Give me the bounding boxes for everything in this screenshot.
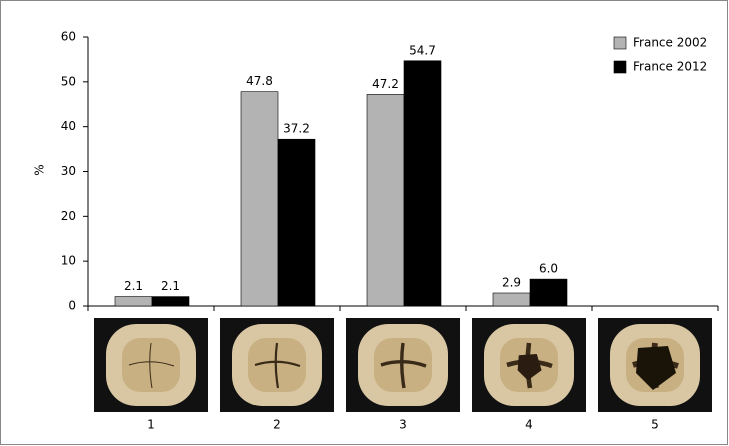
y-tick-label: 60: [61, 30, 76, 44]
y-tick-label: 40: [61, 119, 76, 133]
x-tick-label: 5: [651, 418, 659, 432]
value-label: 47.8: [246, 74, 273, 88]
y-tick-label: 10: [61, 254, 76, 268]
y-tick-label: 20: [61, 209, 76, 223]
x-tick-label: 2: [273, 418, 281, 432]
bar: [367, 94, 404, 306]
y-tick-label: 30: [61, 164, 76, 178]
value-label: 54.7: [409, 43, 436, 57]
legend-label: France 2012: [633, 60, 707, 74]
legend-swatch: [614, 61, 626, 73]
tooth-images: [94, 318, 712, 412]
value-label: 2.9: [502, 275, 521, 289]
y-tick-label: 0: [68, 299, 76, 313]
y-tick-label: 50: [61, 74, 76, 88]
bar: [493, 293, 530, 306]
value-label: 6.0: [539, 262, 558, 276]
bar: [530, 279, 567, 306]
bar: [152, 297, 189, 306]
value-label: 47.2: [372, 77, 399, 91]
y-axis-label: %: [33, 164, 47, 175]
bar: [241, 92, 278, 306]
bar: [278, 139, 315, 306]
legend-label: France 2002: [633, 36, 707, 50]
legend-swatch: [614, 37, 626, 49]
chart: % 0 10 20 30 40 50 60 1 2.1 2.1 2 47.8 37.2 3 47.2 54.7…: [0, 0, 729, 446]
bar: [115, 297, 152, 306]
x-tick-label: 1: [147, 418, 155, 432]
value-label: 2.1: [161, 279, 180, 293]
value-label: 37.2: [283, 122, 310, 136]
value-label: 2.1: [124, 279, 143, 293]
x-tick-label: 3: [399, 418, 407, 432]
bar: [404, 61, 441, 306]
x-tick-label: 4: [525, 418, 533, 432]
